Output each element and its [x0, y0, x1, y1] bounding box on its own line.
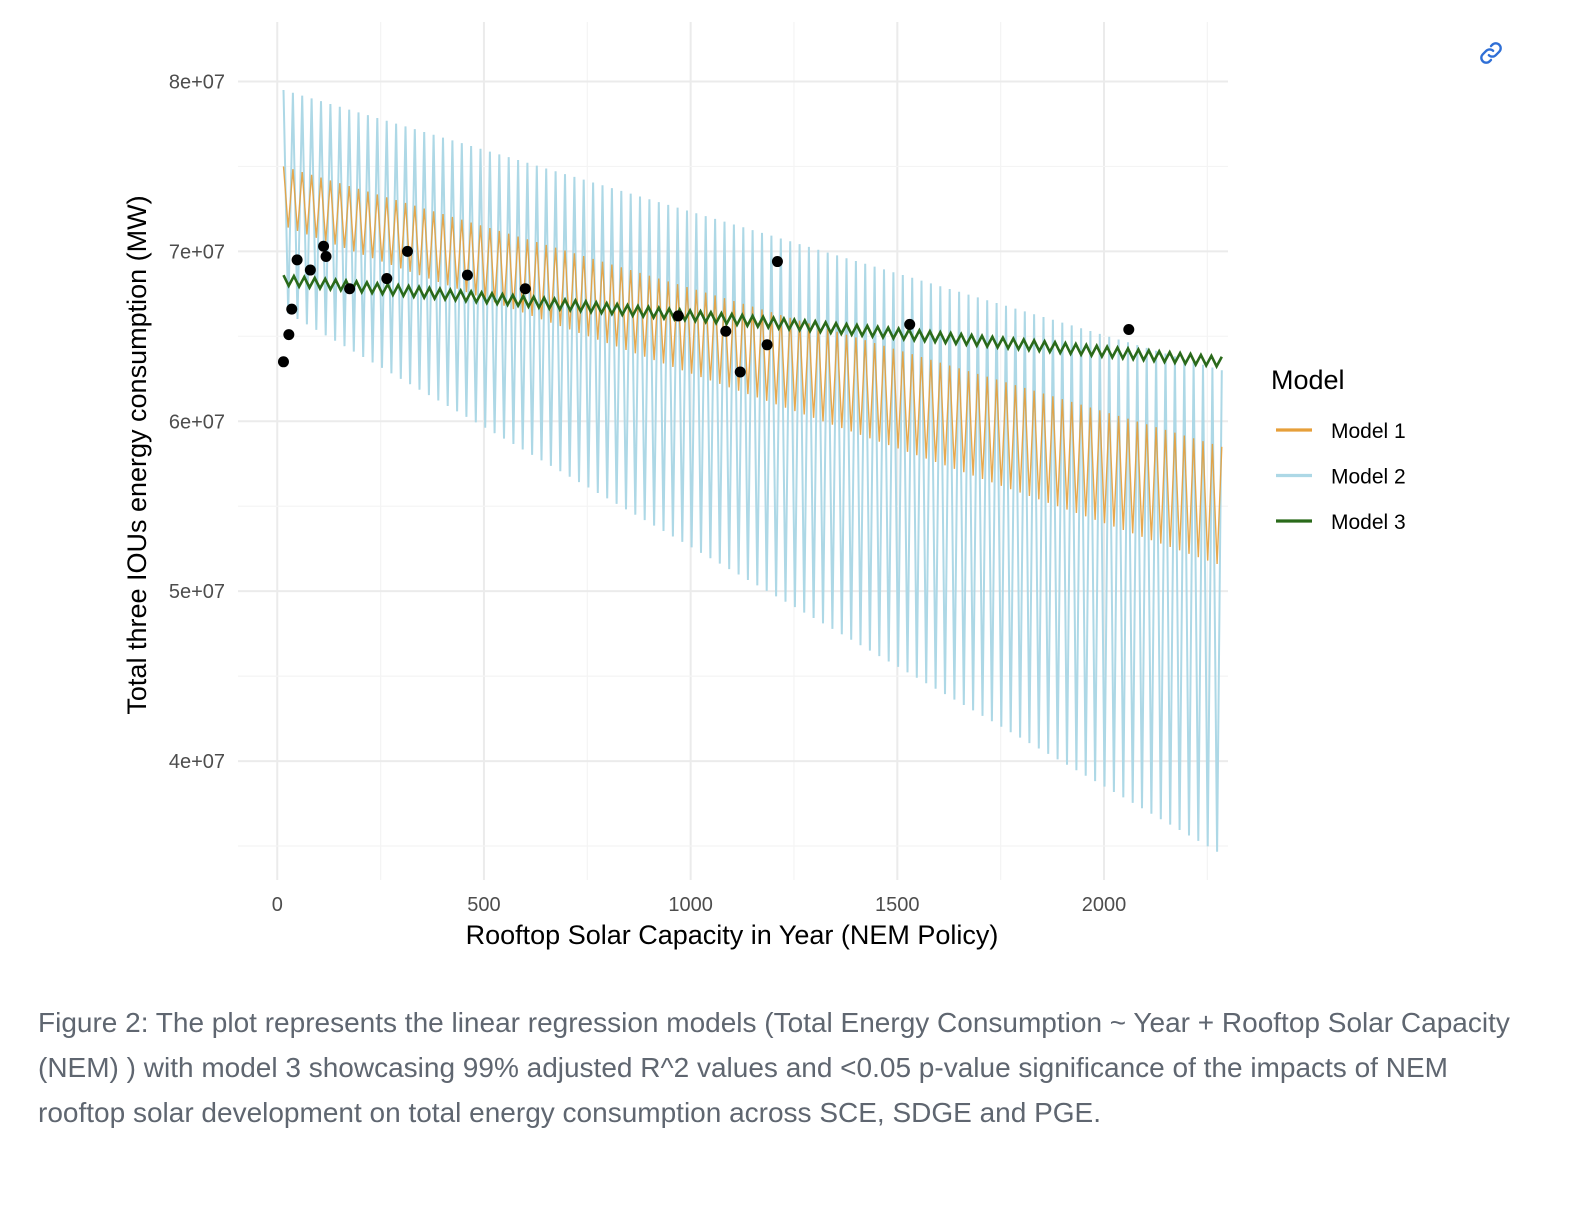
- data-point: [734, 366, 746, 378]
- link-icon[interactable]: [1478, 40, 1504, 66]
- y-tick-label: 6e+07: [169, 411, 225, 433]
- legend-label-3: Model 3: [1331, 511, 1406, 534]
- data-point: [381, 273, 393, 285]
- legend-entries: Model 1 Model 2 Model 3: [1276, 420, 1406, 534]
- data-point: [1123, 324, 1135, 336]
- legend-label-2: Model 2: [1331, 466, 1406, 489]
- data-point: [904, 318, 916, 330]
- series-model-3: [282, 273, 1223, 370]
- series-model-2: [282, 89, 1223, 852]
- y-tick-label: 5e+07: [169, 581, 225, 603]
- y-tick-label: 8e+07: [169, 71, 225, 93]
- x-tick-label: 1500: [875, 894, 920, 916]
- x-tick-label: 2000: [1082, 894, 1127, 916]
- legend-label-1: Model 1: [1331, 420, 1406, 443]
- x-tick-label: 1000: [668, 894, 713, 916]
- data-point: [401, 245, 413, 257]
- data-point: [304, 264, 316, 276]
- y-tick-label: 4e+07: [169, 751, 225, 773]
- x-tick-label: 500: [467, 894, 500, 916]
- data-point: [519, 283, 531, 295]
- regression-chart: 0 500 1000 1500 2000 4e+07 5e+07 6e+07 7e+07 8e+0…: [122, 22, 1406, 950]
- axis-ticks: 0 500 1000 1500 2000 4e+07 5e+07 6e+07 7e+07 8e+0…: [169, 71, 1126, 916]
- data-point: [318, 240, 330, 252]
- x-tick-label: 0: [272, 894, 283, 916]
- data-point: [286, 303, 298, 315]
- data-point: [771, 256, 783, 268]
- data-point: [720, 325, 732, 337]
- figure-caption: Figure 2: The plot represents the linear…: [38, 1007, 1510, 1128]
- data-point: [344, 283, 356, 295]
- x-axis-title: Rooftop Solar Capacity in Year (NEM Poli…: [466, 920, 999, 950]
- y-tick-label: 7e+07: [169, 241, 225, 263]
- data-point: [320, 250, 332, 262]
- series-layer: [282, 89, 1223, 852]
- y-axis-title: Total three IOUs energy consumption (MW): [122, 195, 152, 714]
- data-point: [283, 329, 295, 341]
- legend: Model Model 1 Model 2 Model 3: [1271, 365, 1406, 534]
- data-point: [277, 356, 289, 368]
- legend-title: Model: [1271, 365, 1345, 395]
- data-point: [461, 269, 473, 281]
- series-model-1: [282, 166, 1223, 565]
- data-points: [277, 240, 1135, 378]
- data-point: [761, 339, 773, 351]
- data-point: [672, 310, 684, 322]
- data-point: [291, 254, 303, 266]
